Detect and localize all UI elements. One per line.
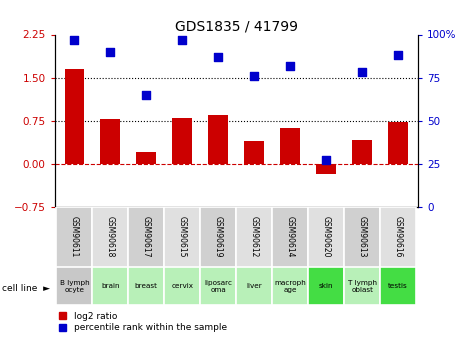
Bar bbox=[245, 141, 264, 164]
Point bbox=[179, 37, 186, 42]
Point bbox=[359, 70, 366, 75]
Text: liver: liver bbox=[247, 283, 262, 289]
Bar bbox=[164, 207, 200, 267]
Bar bbox=[280, 128, 300, 164]
Text: liposarc
oma: liposarc oma bbox=[204, 280, 232, 293]
Bar bbox=[172, 118, 192, 164]
Bar bbox=[308, 267, 344, 305]
Bar bbox=[380, 207, 416, 267]
Bar bbox=[101, 119, 120, 164]
Legend: log2 ratio, percentile rank within the sample: log2 ratio, percentile rank within the s… bbox=[59, 312, 227, 332]
Bar bbox=[237, 267, 272, 305]
Text: GSM90614: GSM90614 bbox=[286, 216, 295, 258]
Bar bbox=[389, 122, 408, 164]
Text: GSM90613: GSM90613 bbox=[358, 216, 367, 258]
Bar bbox=[316, 164, 336, 174]
Bar bbox=[57, 207, 93, 267]
Text: B lymph
ocyte: B lymph ocyte bbox=[59, 280, 89, 293]
Text: cervix: cervix bbox=[171, 283, 193, 289]
Text: GSM90611: GSM90611 bbox=[70, 217, 79, 258]
Text: brain: brain bbox=[101, 283, 120, 289]
Text: GSM90618: GSM90618 bbox=[106, 217, 115, 258]
Bar bbox=[164, 267, 200, 305]
Bar bbox=[93, 207, 128, 267]
Bar bbox=[200, 207, 237, 267]
Bar bbox=[93, 267, 128, 305]
Bar bbox=[136, 152, 156, 164]
Text: GSM90612: GSM90612 bbox=[250, 217, 259, 258]
Bar bbox=[65, 69, 84, 164]
Text: cell line  ►: cell line ► bbox=[2, 284, 50, 293]
Text: macroph
age: macroph age bbox=[275, 280, 306, 293]
Bar bbox=[380, 267, 416, 305]
Point bbox=[71, 37, 78, 42]
Point bbox=[250, 73, 258, 79]
Bar bbox=[209, 115, 228, 164]
Point bbox=[142, 92, 150, 98]
Bar bbox=[272, 207, 308, 267]
Point bbox=[215, 54, 222, 60]
Text: GSM90620: GSM90620 bbox=[322, 216, 331, 258]
Bar bbox=[308, 207, 344, 267]
Bar bbox=[128, 207, 164, 267]
Text: testis: testis bbox=[389, 283, 408, 289]
Text: T lymph
oblast: T lymph oblast bbox=[348, 280, 377, 293]
Point bbox=[323, 158, 330, 163]
Bar bbox=[352, 140, 372, 164]
Bar bbox=[57, 267, 93, 305]
Text: skin: skin bbox=[319, 283, 333, 289]
Bar bbox=[344, 267, 380, 305]
Text: breast: breast bbox=[135, 283, 158, 289]
Text: GSM90617: GSM90617 bbox=[142, 216, 151, 258]
Point bbox=[286, 63, 294, 68]
Bar bbox=[128, 267, 164, 305]
Text: GSM90615: GSM90615 bbox=[178, 216, 187, 258]
Bar bbox=[200, 267, 237, 305]
Bar bbox=[237, 207, 272, 267]
Point bbox=[106, 49, 114, 55]
Bar bbox=[344, 207, 380, 267]
Point bbox=[394, 52, 402, 58]
Text: GSM90619: GSM90619 bbox=[214, 216, 223, 258]
Text: GSM90616: GSM90616 bbox=[394, 216, 403, 258]
Bar bbox=[272, 267, 308, 305]
Title: GDS1835 / 41799: GDS1835 / 41799 bbox=[175, 19, 298, 33]
